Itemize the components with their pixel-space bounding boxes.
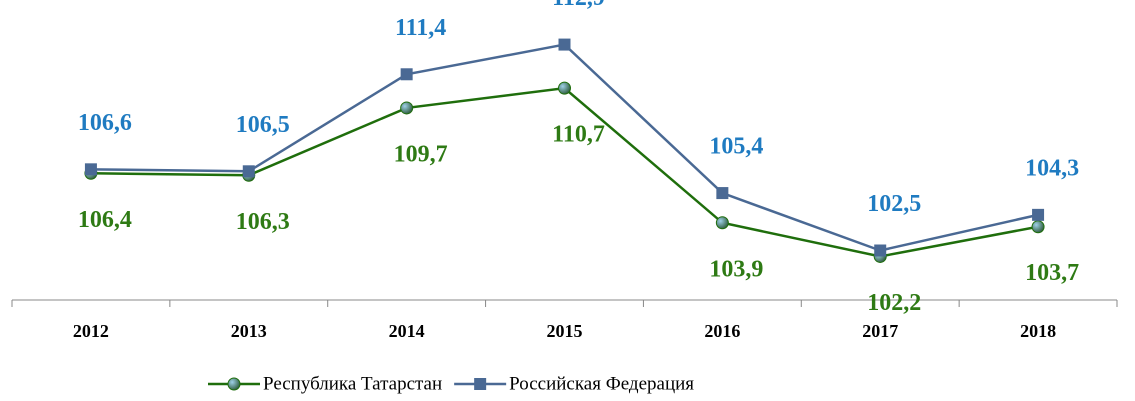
data-label: 106,6	[78, 110, 132, 136]
data-point	[242, 165, 255, 178]
data-label: 102,2	[867, 290, 921, 316]
legend-label: Российская Федерация	[509, 373, 694, 394]
x-tick-label: 2012	[73, 321, 109, 341]
legend-marker	[227, 377, 241, 391]
data-label: 112,9	[552, 0, 605, 11]
x-tick-label: 2018	[1020, 321, 1056, 341]
data-label: 106,4	[78, 207, 132, 233]
data-point	[874, 244, 887, 257]
data-point	[558, 38, 571, 51]
data-point	[715, 216, 729, 230]
data-label: 110,7	[552, 122, 605, 148]
data-point	[558, 81, 571, 95]
data-label: 102,5	[867, 191, 921, 217]
data-point	[1031, 220, 1045, 234]
legend-label: Республика Татарстан	[263, 373, 442, 394]
data-label: 103,9	[709, 256, 763, 282]
data-point	[716, 187, 729, 200]
x-tick-label: 2013	[231, 321, 267, 341]
data-label: 103,7	[1025, 260, 1079, 286]
x-tick-label: 2016	[704, 321, 740, 341]
data-label: 109,7	[394, 141, 448, 167]
x-tick-label: 2014	[389, 321, 425, 341]
x-tick-label: 2015	[547, 321, 583, 341]
data-label: 106,5	[236, 112, 290, 138]
data-label: 106,3	[236, 209, 290, 235]
data-label: 111,4	[395, 15, 446, 41]
data-point	[1032, 208, 1045, 221]
data-point	[400, 68, 413, 81]
data-label: 104,3	[1025, 155, 1079, 181]
data-label: 105,4	[709, 134, 763, 160]
data-point	[84, 163, 97, 176]
data-point	[400, 101, 414, 115]
legend-marker	[474, 378, 487, 390]
x-tick-label: 2017	[862, 321, 898, 341]
